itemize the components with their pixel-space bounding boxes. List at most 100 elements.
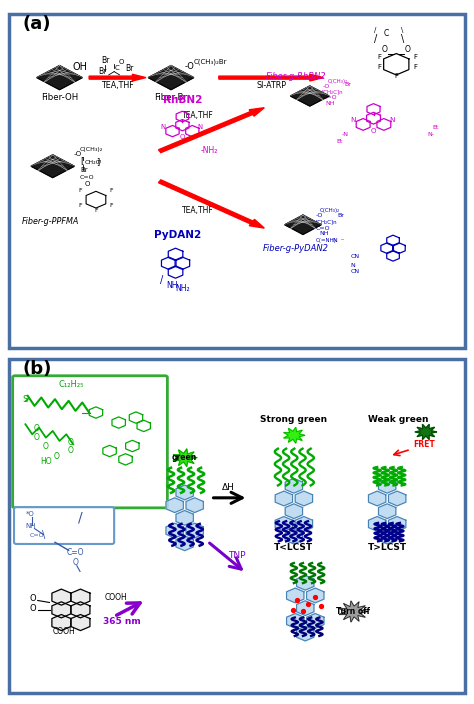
Polygon shape	[285, 479, 302, 493]
Polygon shape	[37, 65, 82, 89]
Text: Fiber-OH: Fiber-OH	[41, 94, 78, 102]
Polygon shape	[368, 491, 386, 506]
Text: C=O: C=O	[30, 533, 45, 538]
Text: O: O	[54, 453, 60, 461]
Text: Turn off: Turn off	[336, 607, 370, 616]
Text: C(CH₃)₂Br: C(CH₃)₂Br	[194, 58, 227, 65]
Text: C(=NH): C(=NH)	[315, 238, 336, 243]
FancyBboxPatch shape	[14, 507, 114, 544]
Text: RhBN2: RhBN2	[163, 95, 202, 105]
Text: /: /	[374, 27, 376, 34]
Text: C=O: C=O	[80, 175, 95, 180]
Text: C=O: C=O	[66, 548, 84, 557]
Text: [CH₂C]n: [CH₂C]n	[321, 89, 343, 94]
Polygon shape	[176, 536, 193, 551]
Polygon shape	[368, 517, 386, 532]
Text: C₁₂H₂₅: C₁₂H₂₅	[58, 380, 83, 389]
Text: (b): (b)	[22, 360, 52, 378]
Text: OH: OH	[72, 62, 87, 73]
Text: C(CH₃)₂: C(CH₃)₂	[80, 146, 103, 151]
Polygon shape	[415, 425, 437, 439]
Text: Br: Br	[99, 67, 107, 75]
Text: N: N	[350, 118, 356, 123]
Text: TEA,THF: TEA,THF	[182, 206, 214, 215]
Polygon shape	[166, 498, 183, 513]
Text: Br: Br	[344, 82, 351, 87]
Text: -O: -O	[322, 84, 330, 89]
Text: C(CH₃)₂: C(CH₃)₂	[320, 208, 340, 213]
Text: C: C	[114, 65, 119, 71]
Text: F: F	[79, 203, 82, 208]
Text: NH₂: NH₂	[175, 284, 190, 293]
Text: O: O	[405, 44, 410, 54]
Text: FRET: FRET	[413, 440, 435, 448]
Text: O: O	[33, 433, 39, 442]
Text: O: O	[42, 442, 48, 451]
Polygon shape	[285, 215, 321, 234]
Polygon shape	[307, 588, 324, 603]
Text: COOH: COOH	[105, 593, 128, 603]
Text: F: F	[413, 54, 418, 61]
Text: O: O	[33, 424, 39, 433]
Text: *O: *O	[26, 510, 34, 517]
Text: O: O	[180, 134, 185, 140]
Polygon shape	[297, 601, 314, 615]
Text: F: F	[377, 54, 381, 61]
FancyArrow shape	[89, 75, 146, 81]
Text: PyDAN2: PyDAN2	[154, 230, 201, 240]
Text: F: F	[94, 208, 98, 213]
Text: /: /	[78, 510, 82, 524]
FancyBboxPatch shape	[13, 376, 167, 508]
Text: C=O: C=O	[322, 95, 337, 101]
Text: S: S	[22, 395, 28, 404]
Polygon shape	[285, 504, 302, 519]
Text: \: \	[42, 530, 46, 540]
Bar	[9, 14, 465, 348]
Text: CH₂C: CH₂C	[84, 160, 100, 165]
Text: Weak green: Weak green	[368, 415, 429, 424]
Text: N: N	[198, 124, 203, 130]
Text: C(CH₃)₂: C(CH₃)₂	[328, 79, 348, 84]
Text: ΔH: ΔH	[222, 483, 235, 492]
Text: N: N	[351, 263, 356, 268]
Polygon shape	[166, 523, 183, 538]
Polygon shape	[379, 529, 396, 544]
Text: [CH₂C]n: [CH₂C]n	[315, 219, 337, 224]
Text: -O: -O	[185, 62, 194, 71]
Polygon shape	[297, 627, 314, 641]
Text: O: O	[68, 439, 73, 447]
Text: Fiber-g-PPFMA: Fiber-g-PPFMA	[22, 217, 79, 226]
Text: O: O	[382, 44, 388, 54]
Text: Fiber-g-PyDAN2: Fiber-g-PyDAN2	[263, 244, 329, 253]
Polygon shape	[71, 589, 90, 605]
Text: NH: NH	[166, 282, 178, 290]
FancyArrow shape	[219, 75, 323, 81]
Text: SI-ATRP: SI-ATRP	[256, 82, 286, 90]
Polygon shape	[291, 86, 329, 106]
Text: Et: Et	[433, 125, 439, 130]
Text: T<LCST: T<LCST	[274, 543, 313, 552]
Polygon shape	[71, 615, 90, 631]
Text: F: F	[377, 64, 381, 70]
Text: NH: NH	[319, 232, 328, 237]
Text: n: n	[97, 159, 101, 164]
Polygon shape	[389, 491, 406, 506]
Polygon shape	[52, 602, 71, 618]
Polygon shape	[295, 491, 312, 506]
Polygon shape	[176, 510, 193, 525]
Text: O: O	[72, 558, 78, 567]
Text: CN: CN	[351, 254, 360, 259]
Text: --: --	[341, 237, 345, 241]
Polygon shape	[287, 588, 304, 603]
Text: (a): (a)	[22, 15, 51, 33]
Text: Br: Br	[101, 56, 109, 65]
Text: Fiber-g-RhBN2: Fiber-g-RhBN2	[266, 73, 327, 81]
Text: /: /	[160, 275, 163, 285]
Text: green: green	[172, 453, 197, 463]
Polygon shape	[287, 613, 304, 628]
Polygon shape	[275, 491, 292, 506]
Polygon shape	[379, 479, 396, 493]
Text: -O: -O	[74, 151, 82, 157]
Text: T>LCST: T>LCST	[368, 543, 407, 552]
Text: Fiber-Br: Fiber-Br	[155, 94, 188, 102]
